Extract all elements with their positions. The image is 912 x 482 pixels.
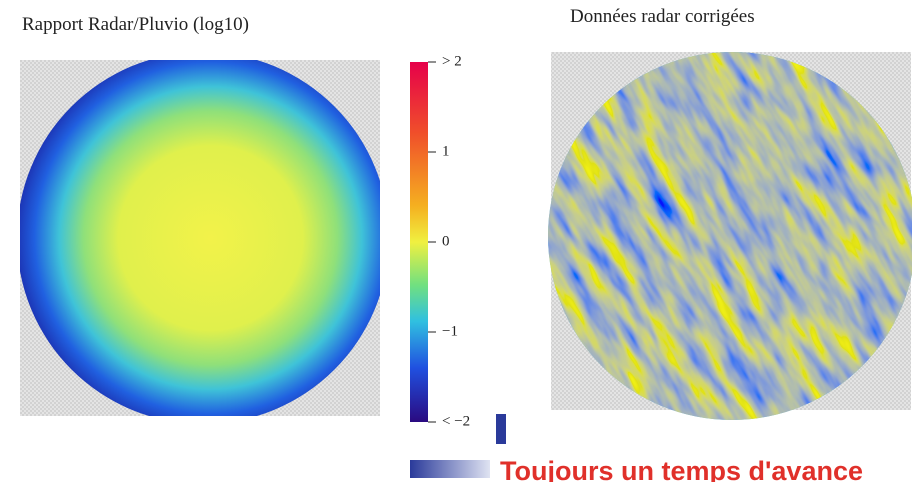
colorbar-tick-label: > 2 [442, 53, 462, 69]
colorbar [410, 62, 428, 422]
logo-bar [410, 460, 490, 478]
colorbar-ticks: > 2 1 0 −1 < −2 [428, 53, 470, 429]
colorbar-tick-label: 1 [442, 143, 450, 159]
left-title: Rapport Radar/Pluvio (log10) [22, 14, 249, 35]
footer-text: Toujours un temps d'avance [500, 456, 863, 482]
right-title: Données radar corrigées [570, 6, 755, 27]
colorbar-tick-label: 0 [442, 233, 450, 249]
colorbar-tick-label: < −2 [442, 413, 470, 429]
colorbar-tick-label: −1 [442, 323, 458, 339]
left-map [20, 60, 380, 416]
logo-block [496, 414, 506, 444]
right-map [548, 52, 912, 420]
